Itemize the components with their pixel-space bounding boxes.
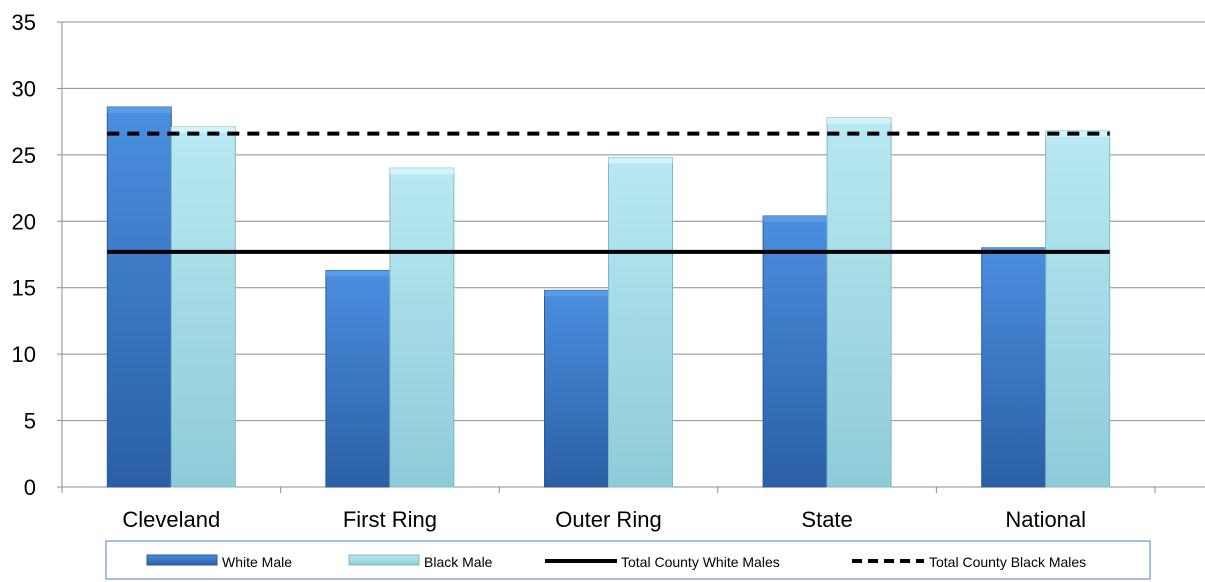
bar-top-highlight [608,157,673,164]
y-tick-label: 25 [12,143,36,168]
x-category-label: State [801,507,852,532]
legend-swatch-white-male [146,554,218,566]
legend-box [105,540,1151,580]
reference-lines [107,131,1110,254]
legend: White Male Black Male Total County White M… [105,540,1151,580]
y-tick-label: 0 [24,475,36,500]
bar-white-male-state [762,215,828,488]
y-tick-label: 15 [12,276,36,301]
bar-black-male-outer-ring [608,157,673,488]
legend-label: Total County White Males [621,554,780,570]
legend-label: Black Male [424,554,493,570]
bar-white-male-cleveland [106,106,172,488]
legend-swatch-black-male [348,554,420,566]
legend-label: Total County Black Males [929,554,1086,570]
bar-black-male-national [1045,130,1111,488]
bar-top-highlight [827,117,892,124]
bar-top-highlight [544,290,609,297]
bar-white-male-first-ring [325,269,391,488]
bar-top-highlight [107,107,172,114]
bar-top-highlight [325,270,390,277]
bar-black-male-state [826,117,892,488]
bar-white-male-outer-ring [544,289,609,488]
bar-top-highlight [171,126,236,133]
bar-black-male-cleveland [170,126,236,488]
y-tick-label: 10 [12,342,36,367]
bar-top-highlight [763,215,828,222]
axis-labels: 0 5 10 15 20 25 30 35 Cleveland First Ring Outer R… [12,10,1087,532]
x-category-label: Cleveland [122,507,220,532]
y-tick-label: 20 [12,209,36,234]
y-tick-label: 35 [12,10,36,35]
bar-black-male-first-ring [389,167,455,488]
bars [106,106,1111,488]
y-tick-label: 5 [24,409,36,434]
x-category-label: National [1005,507,1086,532]
legend-label: White Male [222,554,292,570]
x-category-label: Outer Ring [555,507,661,532]
y-tick-label: 30 [12,76,36,101]
bar-white-male-national [981,247,1047,488]
bar-top-highlight [389,168,454,175]
x-category-label: First Ring [343,507,437,532]
